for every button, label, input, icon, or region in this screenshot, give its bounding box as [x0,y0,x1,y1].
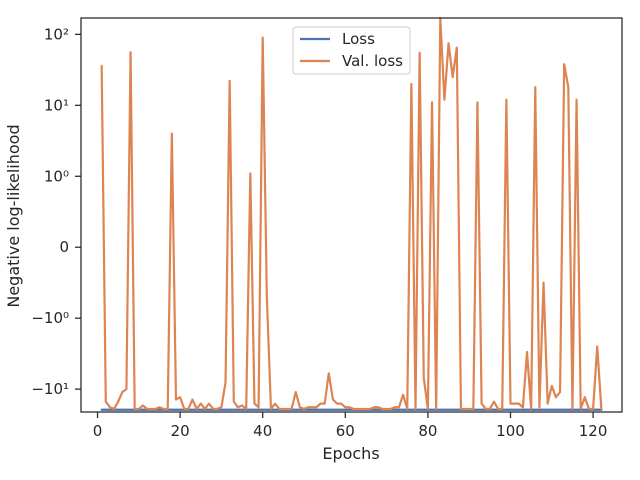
y-tick-label: 10² [44,25,69,43]
y-tick-label: 0 [59,238,69,256]
x-tick-label: 100 [496,422,525,440]
x-tick-label: 80 [418,422,437,440]
y-tick-label: −10¹ [31,380,69,398]
x-tick-label: 40 [253,422,272,440]
legend-label-val-loss: Val. loss [342,52,403,70]
plot-area [100,16,603,411]
axes-frame [80,17,623,413]
x-tick-label: 60 [336,422,355,440]
x-tick-label: 20 [171,422,190,440]
x-axis-label: Epochs [322,444,379,463]
legend-label-loss: Loss [342,30,375,48]
legend: Loss Val. loss [292,26,411,75]
series-line-val-loss [100,16,603,411]
y-tick-label: 10⁰ [44,167,69,185]
y-axis-label: Negative log-likelihood [4,124,23,307]
axes: 0 20 40 60 80 100 120 10² 10¹ 10⁰ 0 −10⁰ −10¹ [31,17,623,440]
y-tick-label: −10⁰ [31,309,69,327]
x-tick-label: 120 [579,422,608,440]
y-tick-label: 10¹ [44,96,69,114]
x-tick-label: 0 [93,422,103,440]
